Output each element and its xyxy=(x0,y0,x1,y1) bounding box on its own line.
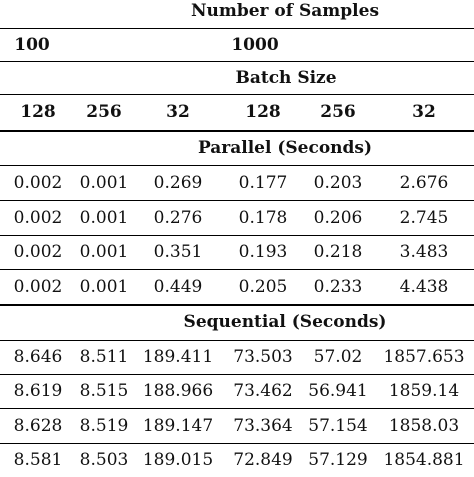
value-cell: 57.02 xyxy=(313,347,363,367)
value-cell: 1854.881 xyxy=(383,450,465,470)
value-cell: 57.129 xyxy=(308,450,368,470)
value-cell: 0.001 xyxy=(79,207,129,228)
samples-1000-heading: 1000 xyxy=(231,34,279,55)
batch-col-header: 128 xyxy=(20,102,56,122)
divider xyxy=(0,94,474,95)
header-row-batch-size: Batch Size xyxy=(0,61,474,94)
batch-col-header: 256 xyxy=(86,102,122,122)
value-cell: 57.154 xyxy=(308,415,368,436)
parallel-row: 0.002 0.001 0.449 0.205 0.233 4.438 xyxy=(0,269,474,304)
parallel-section-row: Parallel (Seconds) xyxy=(0,130,474,165)
divider xyxy=(0,269,474,270)
value-cell: 1858.03 xyxy=(388,415,460,436)
value-cell: 0.206 xyxy=(313,207,363,228)
value-cell: 8.503 xyxy=(79,450,129,470)
value-cell: 2.745 xyxy=(399,207,449,228)
divider xyxy=(0,28,474,29)
parallel-section-title: Parallel (Seconds) xyxy=(197,137,373,158)
value-cell: 0.276 xyxy=(153,207,203,228)
value-cell: 73.503 xyxy=(233,347,293,367)
value-cell: 1857.653 xyxy=(383,347,465,367)
value-cell: 0.178 xyxy=(238,207,288,228)
divider xyxy=(0,61,474,62)
divider xyxy=(0,235,474,236)
value-cell: 189.147 xyxy=(142,415,214,436)
value-cell: 0.001 xyxy=(79,172,129,193)
value-cell: 8.511 xyxy=(79,347,129,367)
value-cell: 0.449 xyxy=(153,276,203,297)
value-cell: 8.619 xyxy=(13,381,63,401)
divider xyxy=(0,340,474,341)
value-cell: 0.193 xyxy=(238,242,288,262)
divider xyxy=(0,408,474,409)
value-cell: 0.001 xyxy=(79,242,129,262)
parallel-row: 0.002 0.001 0.276 0.178 0.206 2.745 xyxy=(0,200,474,235)
value-cell: 0.269 xyxy=(153,172,203,193)
parallel-row: 0.002 0.001 0.269 0.177 0.203 2.676 xyxy=(0,165,474,200)
value-cell: 189.015 xyxy=(142,450,214,470)
header-row-number-of-samples: Number of Samples xyxy=(0,0,474,28)
value-cell: 73.364 xyxy=(233,415,293,436)
value-cell: 0.233 xyxy=(313,276,363,297)
batch-col-header: 256 xyxy=(320,102,356,122)
value-cell: 2.676 xyxy=(399,172,449,193)
divider xyxy=(0,374,474,375)
value-cell: 8.628 xyxy=(13,415,63,436)
batch-col-header: 32 xyxy=(166,102,190,122)
divider xyxy=(0,130,474,132)
value-cell: 8.519 xyxy=(79,415,129,436)
value-cell: 0.205 xyxy=(238,276,288,297)
sequential-row: 8.628 8.519 189.147 73.364 57.154 1858.0… xyxy=(0,408,474,443)
value-cell: 0.002 xyxy=(13,207,63,228)
batch-col-header: 32 xyxy=(412,102,436,122)
batch-col-header: 128 xyxy=(245,102,281,122)
value-cell: 8.581 xyxy=(13,450,63,470)
header-row-samples: 100 1000 xyxy=(0,28,474,61)
divider xyxy=(0,304,474,306)
value-cell: 0.218 xyxy=(313,242,363,262)
sequential-section-title: Sequential (Seconds) xyxy=(183,312,387,332)
number-of-samples-heading: Number of Samples xyxy=(190,1,380,21)
value-cell: 8.646 xyxy=(13,347,63,367)
divider xyxy=(0,443,474,444)
value-cell: 0.002 xyxy=(13,276,63,297)
samples-100-heading: 100 xyxy=(14,34,50,55)
value-cell: 56.941 xyxy=(308,381,368,401)
value-cell: 0.002 xyxy=(13,242,63,262)
value-cell: 189.411 xyxy=(142,347,214,367)
value-cell: 1859.14 xyxy=(388,381,460,401)
header-row-batch-columns: 128 256 32 128 256 32 xyxy=(0,94,474,130)
value-cell: 0.177 xyxy=(238,172,288,193)
sequential-section-row: Sequential (Seconds) xyxy=(0,304,474,340)
value-cell: 4.438 xyxy=(399,276,449,297)
value-cell: 188.966 xyxy=(142,381,214,401)
divider xyxy=(0,200,474,201)
value-cell: 0.351 xyxy=(153,242,203,262)
sequential-row: 8.646 8.511 189.411 73.503 57.02 1857.65… xyxy=(0,340,474,374)
divider xyxy=(0,165,474,166)
sequential-row: 8.619 8.515 188.966 73.462 56.941 1859.1… xyxy=(0,374,474,408)
value-cell: 8.515 xyxy=(79,381,129,401)
batch-size-heading: Batch Size xyxy=(235,67,337,88)
sequential-row: 8.581 8.503 189.015 72.849 57.129 1854.8… xyxy=(0,443,474,477)
value-cell: 72.849 xyxy=(233,450,293,470)
value-cell: 3.483 xyxy=(399,242,449,262)
value-cell: 73.462 xyxy=(233,381,293,401)
parallel-row: 0.002 0.001 0.351 0.193 0.218 3.483 xyxy=(0,235,474,269)
value-cell: 0.203 xyxy=(313,172,363,193)
value-cell: 0.002 xyxy=(13,172,63,193)
value-cell: 0.001 xyxy=(79,276,129,297)
